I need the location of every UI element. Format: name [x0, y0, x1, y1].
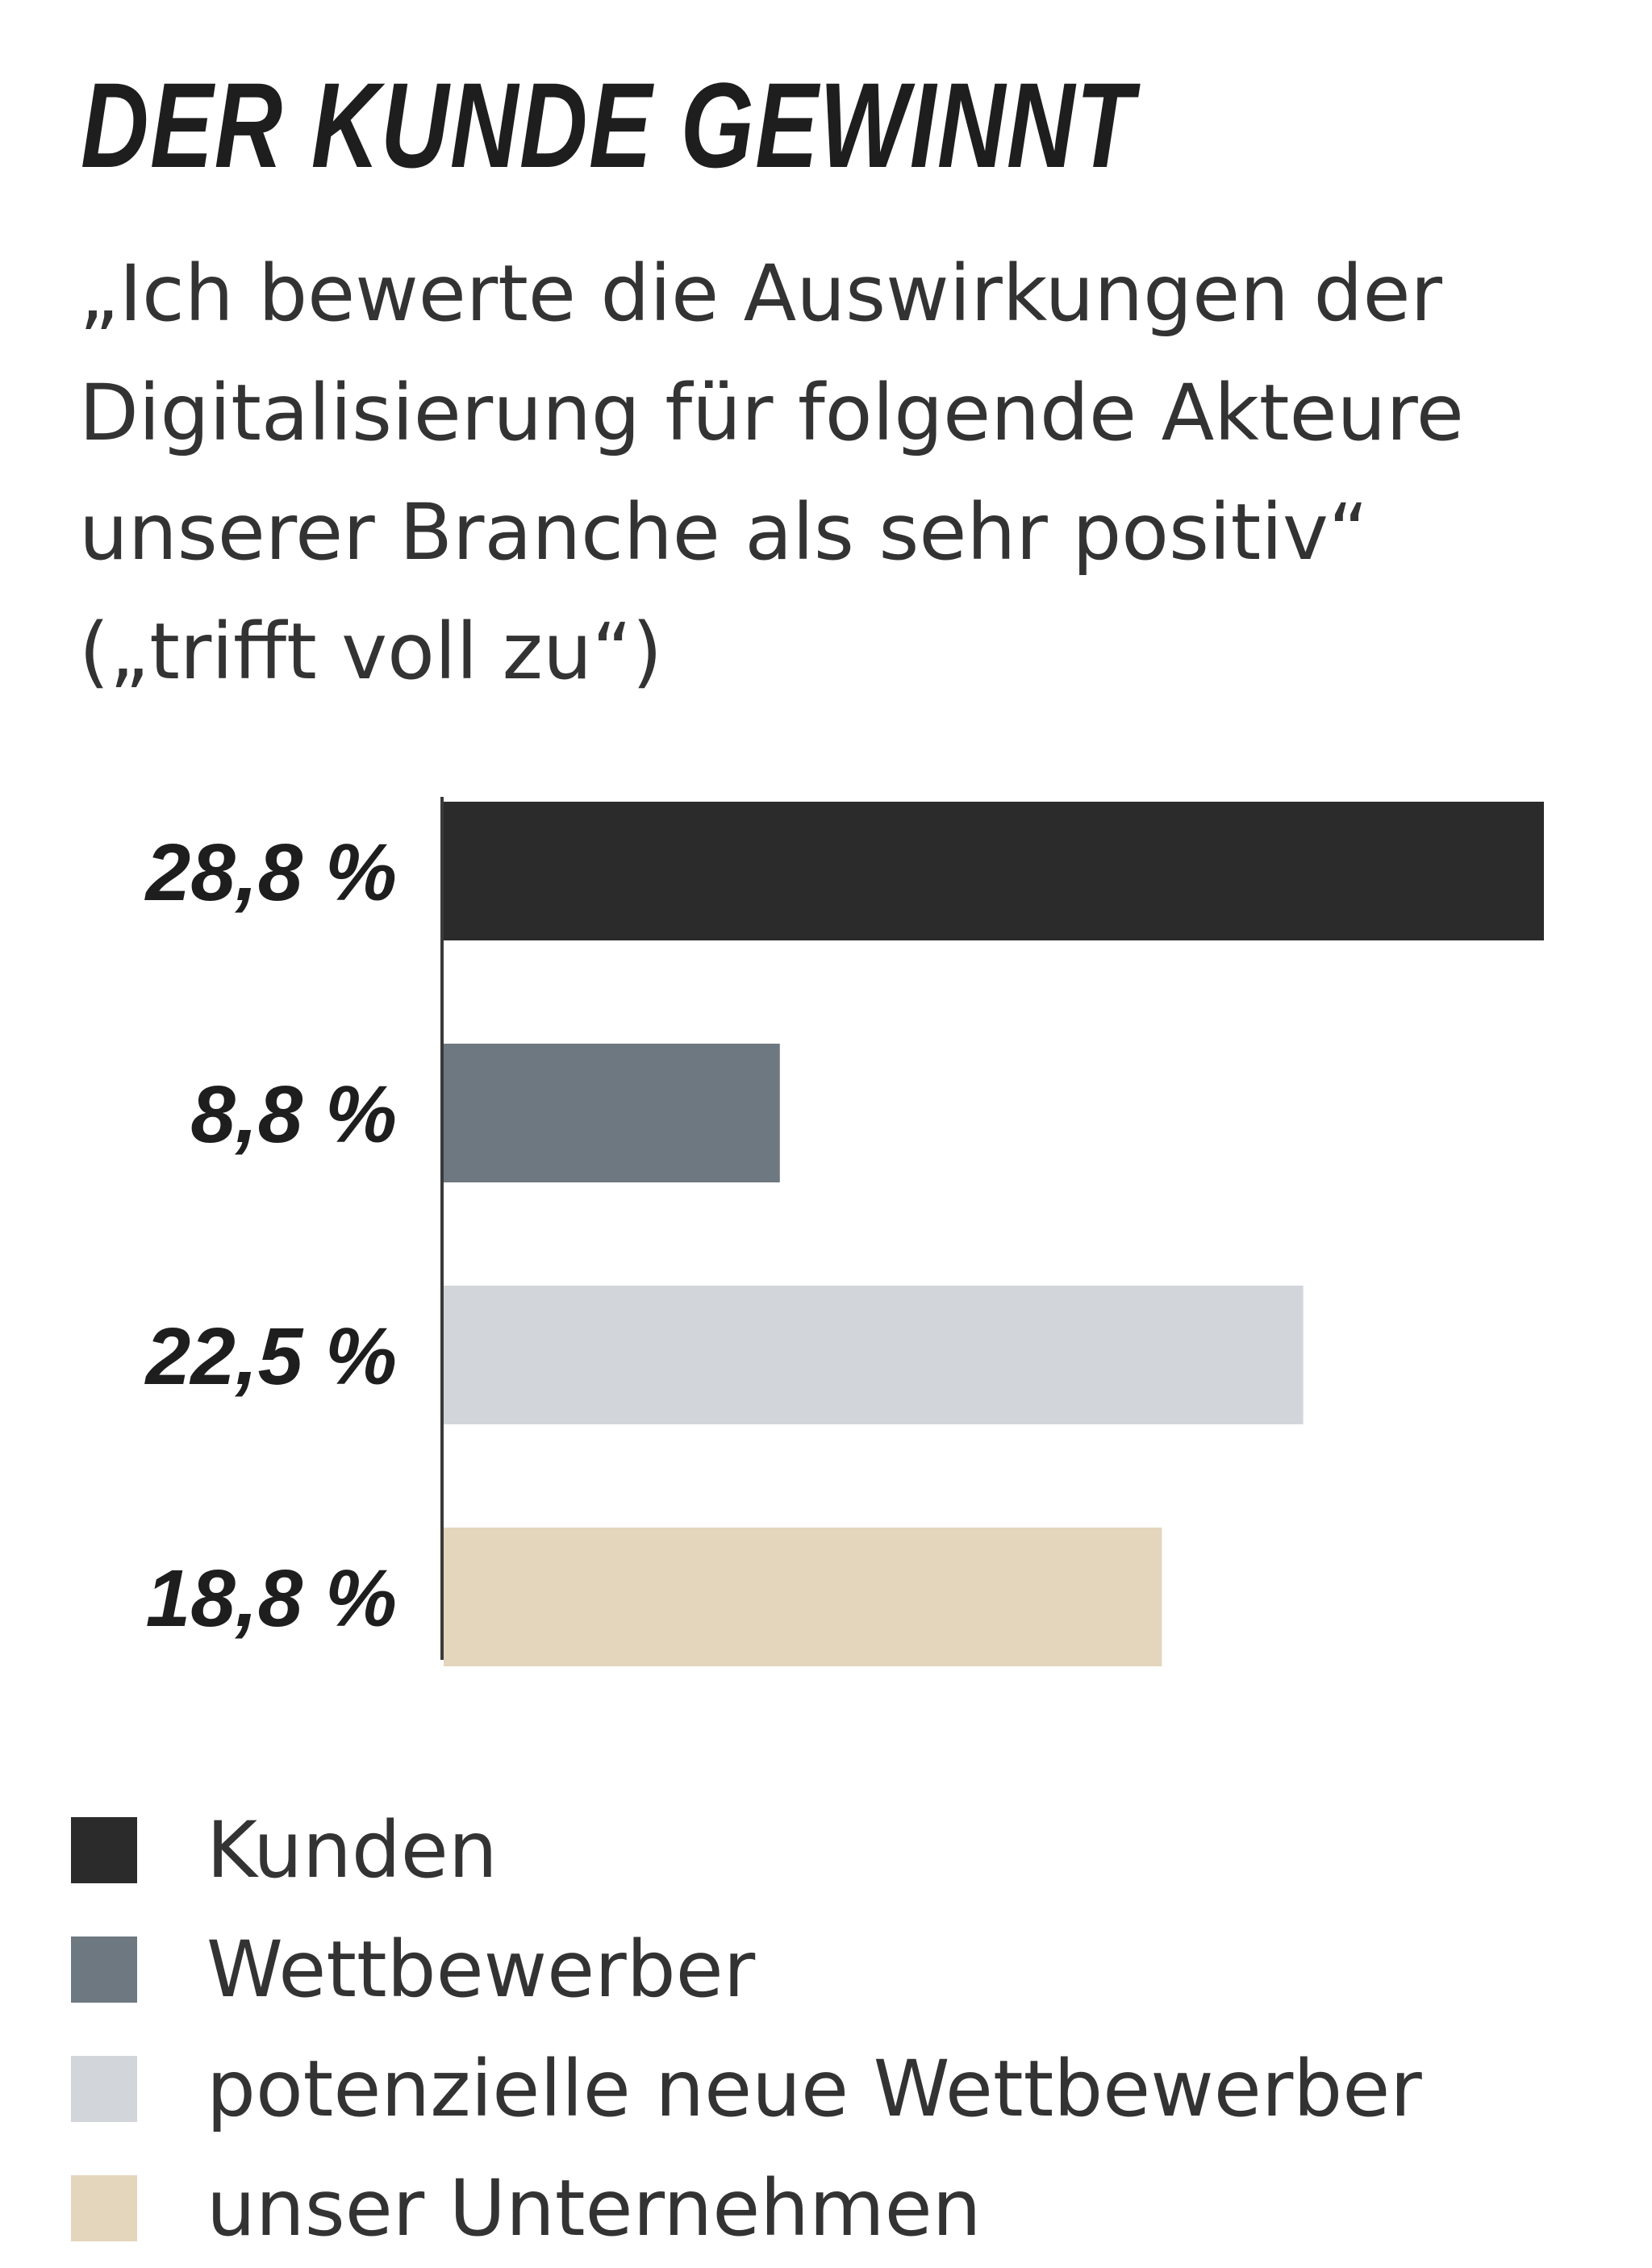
bar-wettbewerber: [444, 1044, 780, 1182]
legend-item-kunden: Kunden: [71, 1791, 1604, 1910]
legend-label: potenzielle neue Wettbewerber: [206, 2044, 1422, 2134]
legend-swatch: [71, 2175, 137, 2241]
chart-title: DER KUNDE GEWINNT: [81, 57, 1136, 193]
subtitle-line: Digitalisierung für folgende Akteure: [79, 368, 1464, 458]
subtitle-line: unserer Branche als sehr positiv“: [79, 487, 1369, 577]
legend-item-unser-unternehmen: unser Unternehmen: [71, 2149, 1604, 2268]
legend-swatch: [71, 2056, 137, 2122]
legend: Kunden Wettbewerber potenzielle neue Wet…: [71, 1791, 1604, 2268]
bar-potenzielle-neue-wettbewerber: [444, 1286, 1304, 1424]
legend-swatch: [71, 1937, 137, 2003]
legend-item-wettbewerber: Wettbewerber: [71, 1910, 1604, 2029]
legend-item-potenzielle-neue-wettbewerber: potenzielle neue Wettbewerber: [71, 2029, 1604, 2149]
chart-subtitle: „Ich bewerte die Auswirkungen der Digita…: [79, 234, 1579, 711]
bars-layer: [444, 802, 1544, 1666]
legend-swatch: [71, 1817, 137, 1883]
legend-label: unser Unternehmen: [206, 2163, 982, 2253]
legend-label: Wettbewerber: [206, 1924, 756, 2015]
value-label: 18,8 %: [146, 1553, 397, 1644]
value-label: 8,8 %: [190, 1069, 397, 1160]
subtitle-line: „Ich bewerte die Auswirkungen der: [79, 248, 1442, 339]
bar-kunden: [444, 802, 1544, 940]
value-label: 22,5 %: [144, 1311, 397, 1402]
value-labels-layer: 28,8 % 8,8 % 22,5 % 18,8 %: [144, 828, 397, 1644]
bar-chart: 28,8 % 8,8 % 22,5 % 18,8 %: [144, 797, 1544, 1666]
value-label: 28,8 %: [144, 828, 397, 918]
subtitle-line: („trifft voll zu“): [79, 607, 663, 697]
legend-label: Kunden: [206, 1805, 498, 1895]
bar-unser-unternehmen: [444, 1528, 1162, 1666]
